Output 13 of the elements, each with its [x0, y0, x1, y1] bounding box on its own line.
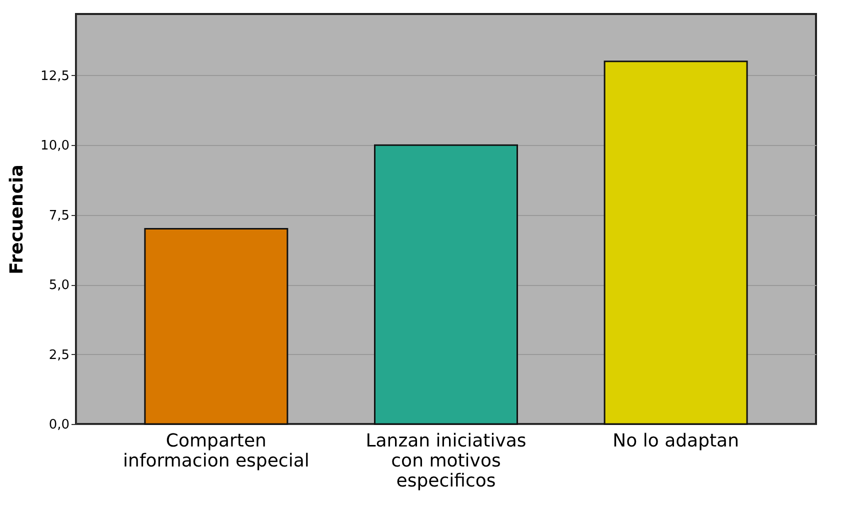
- x-tick-label: Lanzan iniciativas con motivos especificos: [366, 430, 526, 492]
- bar: [144, 228, 288, 425]
- x-tick-label: Comparten informacion especial: [123, 430, 310, 472]
- y-tick-label: 12,5: [40, 68, 70, 84]
- bar: [374, 144, 518, 425]
- x-tick-label: No lo adaptan: [612, 430, 739, 452]
- y-tick-label: 10,0: [40, 138, 70, 154]
- y-axis-title: Frecuencia: [6, 164, 28, 274]
- y-tick-label: 2,5: [48, 348, 70, 363]
- y-tick-label: 7,5: [48, 208, 70, 224]
- y-tick-label: 5,0: [48, 278, 70, 294]
- bar: [604, 60, 748, 425]
- y-tick-label: 0,0: [48, 418, 70, 432]
